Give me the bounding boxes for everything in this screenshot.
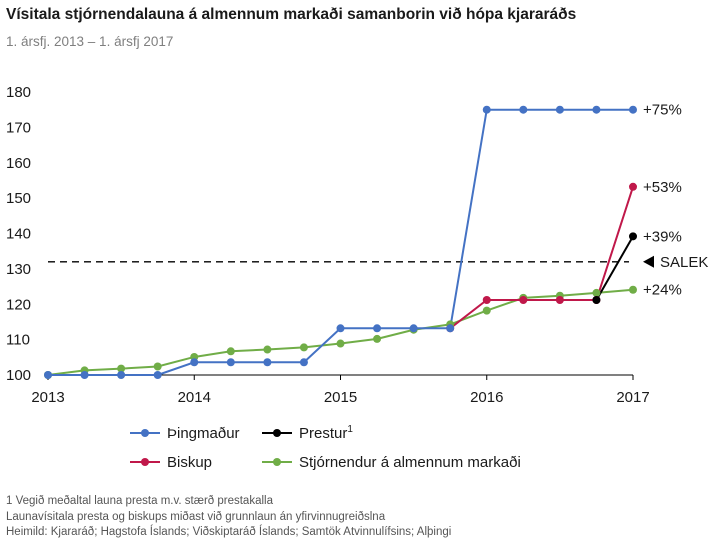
data-point bbox=[44, 371, 52, 379]
data-point bbox=[446, 324, 455, 333]
data-point bbox=[153, 371, 162, 379]
salek-marker-icon bbox=[643, 255, 654, 268]
legend-label: Stjórnendur á almennum markaði bbox=[299, 454, 521, 471]
line-chart: 2013 2014 2015 2016 2017 100 110 120 130 140 150 16… bbox=[6, 84, 708, 471]
x-tick-label: 2016 bbox=[470, 389, 503, 406]
data-point bbox=[263, 345, 272, 354]
data-point bbox=[555, 296, 564, 305]
y-tick-label: 160 bbox=[6, 155, 31, 172]
salek-label: SALEK bbox=[660, 254, 708, 271]
legend-marker bbox=[141, 429, 149, 437]
y-tick-label: 110 bbox=[6, 332, 30, 349]
legend-label: Prestur1 bbox=[299, 424, 353, 442]
data-point bbox=[336, 324, 345, 333]
y-tick-label: 170 bbox=[6, 119, 31, 136]
data-point bbox=[555, 105, 564, 114]
end-value-label: +24% bbox=[643, 282, 682, 299]
footnote-prestur: 1 Vegið meðaltal launa presta m.v. stærð… bbox=[6, 495, 273, 507]
data-point bbox=[299, 343, 308, 352]
y-tick-label: 130 bbox=[6, 261, 31, 278]
end-value-label: +75% bbox=[643, 102, 682, 119]
legend-label: Þingmaður bbox=[167, 425, 240, 442]
end-value-label: +53% bbox=[643, 179, 682, 196]
data-point bbox=[153, 362, 162, 371]
series-line bbox=[595, 235, 634, 301]
data-point bbox=[80, 371, 89, 379]
legend-marker bbox=[273, 429, 281, 437]
data-point bbox=[117, 364, 126, 373]
data-point bbox=[373, 324, 382, 333]
data-point bbox=[336, 339, 345, 348]
data-point bbox=[409, 324, 418, 333]
x-tick-label: 2014 bbox=[178, 389, 211, 406]
data-point bbox=[482, 306, 491, 315]
footnote-basis: Launavísitala presta og biskups miðast v… bbox=[6, 510, 386, 523]
legend-marker bbox=[141, 458, 149, 466]
y-tick-label: 100 bbox=[6, 367, 31, 384]
data-point bbox=[629, 285, 637, 294]
data-point bbox=[629, 232, 637, 241]
x-tick-label: 2017 bbox=[616, 389, 649, 406]
data-point bbox=[299, 358, 308, 367]
series-line bbox=[48, 108, 633, 376]
end-value-label: +39% bbox=[643, 228, 682, 245]
x-tick-label: 2013 bbox=[31, 389, 64, 406]
data-point bbox=[263, 358, 272, 367]
data-point bbox=[519, 296, 528, 305]
y-tick-label: 140 bbox=[6, 226, 31, 243]
data-point bbox=[190, 358, 199, 367]
legend-marker bbox=[273, 458, 281, 466]
footnote-source: Heimild: Kjararáð; Hagstofa Íslands; Við… bbox=[6, 526, 452, 538]
y-tick-label: 180 bbox=[6, 84, 31, 101]
data-point bbox=[519, 105, 528, 114]
data-point bbox=[482, 296, 491, 305]
data-point bbox=[629, 182, 637, 191]
series-line bbox=[449, 186, 634, 330]
y-tick-label: 120 bbox=[6, 296, 31, 313]
data-point bbox=[629, 105, 637, 114]
legend-superscript: 1 bbox=[347, 424, 353, 435]
footnotes: 1 Vegið meðaltal launa presta m.v. stærð… bbox=[6, 494, 451, 541]
chart-subtitle: 1. ársfj. 2013 – 1. ársfj 2017 bbox=[6, 34, 174, 49]
data-point bbox=[592, 288, 601, 297]
data-point bbox=[226, 358, 235, 367]
data-point bbox=[373, 334, 382, 343]
chart-title: Vísitala stjórnendalauna á almennum mark… bbox=[6, 6, 577, 23]
series-line bbox=[47, 288, 634, 376]
data-point bbox=[117, 371, 126, 379]
y-tick-label: 150 bbox=[6, 190, 31, 207]
data-point bbox=[226, 347, 235, 356]
data-point bbox=[592, 296, 601, 305]
legend-label: Biskup bbox=[167, 454, 212, 471]
x-tick-label: 2015 bbox=[324, 389, 357, 406]
data-point bbox=[482, 105, 491, 114]
data-point bbox=[592, 105, 601, 114]
